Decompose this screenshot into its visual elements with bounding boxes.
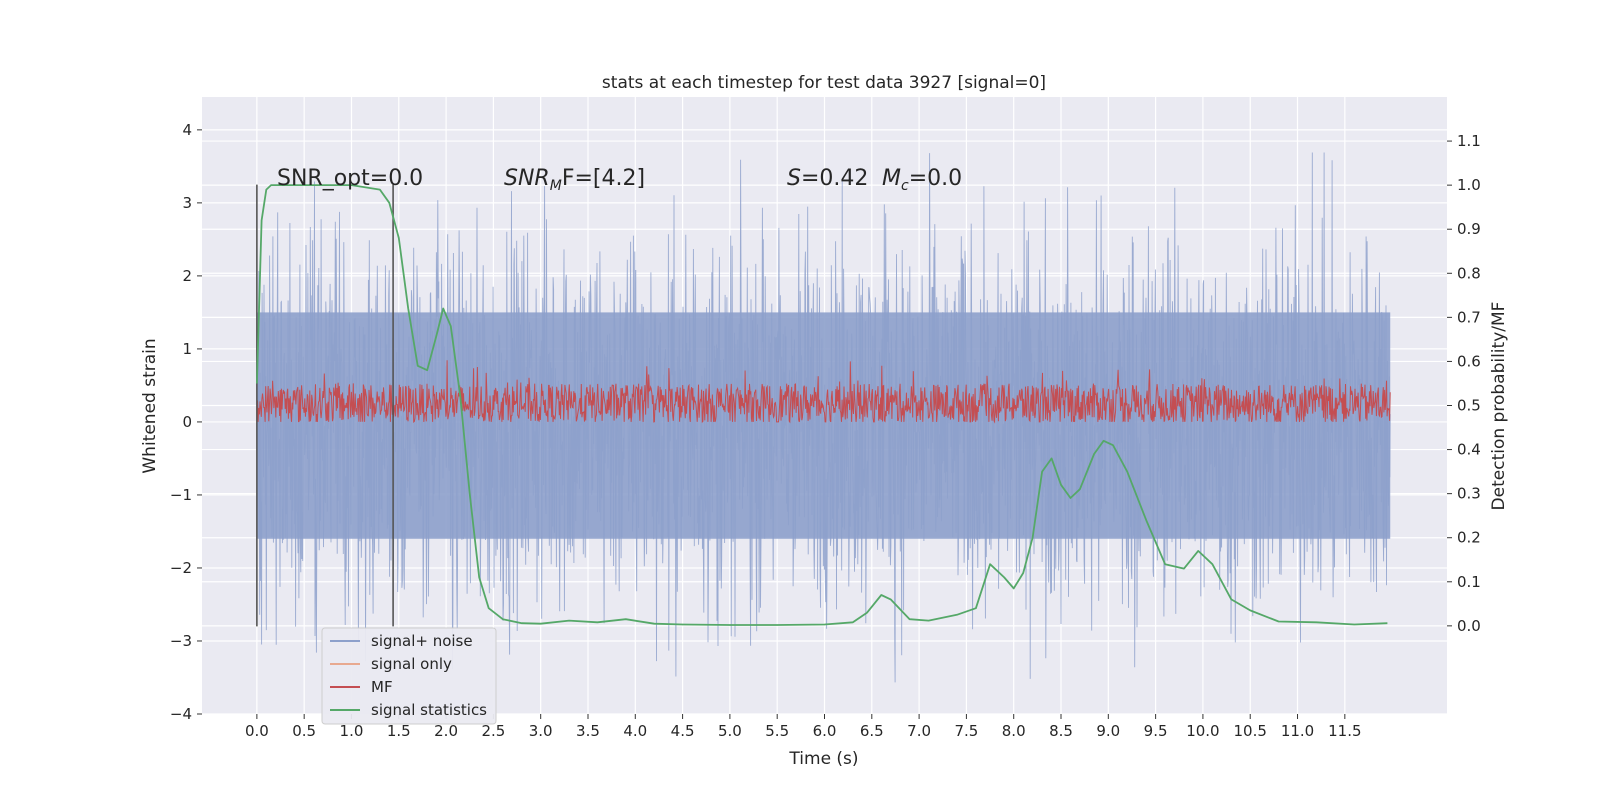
y-right-tick-label: 0.8 bbox=[1457, 264, 1481, 282]
annotation-snr-mf-rest: F=[4.2] bbox=[562, 166, 645, 191]
series-signal-plus-noise bbox=[256, 152, 1391, 683]
annotation-snr-opt: SNR_opt=0.0 bbox=[277, 166, 423, 191]
x-tick-label: 7.0 bbox=[907, 722, 931, 740]
vertical-markers bbox=[256, 184, 394, 627]
x-tick-label: 8.0 bbox=[1002, 722, 1026, 740]
legend-label-signal-plus-noise: signal+ noise bbox=[371, 632, 473, 650]
series-mf bbox=[256, 360, 1391, 424]
y-right-tick-label: 0.1 bbox=[1457, 573, 1481, 591]
x-tick-label: 11.0 bbox=[1281, 722, 1314, 740]
x-tick-label: 7.5 bbox=[954, 722, 978, 740]
y-left-tick-label: −1 bbox=[170, 486, 192, 504]
x-tick-label: 3.0 bbox=[529, 722, 553, 740]
x-tick-label: 1.0 bbox=[340, 722, 364, 740]
y-right-tick-label: 0.4 bbox=[1457, 441, 1481, 459]
y-left-tick-label: −4 bbox=[170, 705, 192, 723]
y-axis-right-label: Detection probability/MF bbox=[1489, 302, 1509, 511]
noise-core-band bbox=[256, 312, 1391, 539]
y-left-tick-label: 4 bbox=[182, 121, 192, 139]
y-right-tick-label: 0.0 bbox=[1457, 617, 1481, 635]
x-tick-label: 6.5 bbox=[860, 722, 884, 740]
y-right-tick-label: 1.0 bbox=[1457, 176, 1481, 194]
x-tick-label: 3.5 bbox=[576, 722, 600, 740]
legend-label-mf: MF bbox=[371, 678, 393, 696]
axes: 0.0 0.5 1.0 1.5 2.0 2.5 3.0 3.5 4.0 4.5 5.0 5.5 6.0 6… bbox=[170, 121, 1481, 740]
x-tick-label: 5.5 bbox=[765, 722, 789, 740]
chart-title: stats at each timestep for test data 392… bbox=[602, 73, 1046, 93]
x-tick-label: 1.5 bbox=[387, 722, 411, 740]
annotation-mc-main: M bbox=[882, 166, 901, 191]
x-tick-label: 11.5 bbox=[1328, 722, 1361, 740]
y-right-tick-label: 0.6 bbox=[1457, 352, 1481, 370]
x-tick-label: 10.0 bbox=[1186, 722, 1219, 740]
annotation-s-italic: S bbox=[787, 166, 801, 191]
mf-trace bbox=[256, 360, 1391, 424]
x-tick-label: 5.0 bbox=[718, 722, 742, 740]
annotation-snr-mf-sub: M bbox=[550, 178, 562, 194]
y-left-tick-label: 2 bbox=[182, 267, 192, 285]
y-left-tick-label: 1 bbox=[182, 340, 192, 358]
annotation-mc-sub: c bbox=[901, 178, 909, 194]
series-signal-statistics bbox=[256, 184, 1388, 626]
x-tick-label: 4.5 bbox=[671, 722, 695, 740]
signal-statistics-line bbox=[256, 184, 1388, 626]
x-tick-label: 0.0 bbox=[245, 722, 269, 740]
x-tick-label: 9.0 bbox=[1096, 722, 1120, 740]
x-axis-label: Time (s) bbox=[788, 749, 858, 769]
x-tick-label: 0.5 bbox=[292, 722, 316, 740]
x-tick-label: 10.5 bbox=[1234, 722, 1267, 740]
y-right-tick-label: 0.5 bbox=[1457, 397, 1481, 415]
annotation-mc: Mc=0.0 bbox=[882, 166, 962, 194]
x-tick-label: 2.0 bbox=[434, 722, 458, 740]
y-left-tick-label: 0 bbox=[182, 413, 192, 431]
annotation-s-rest: =0.42 bbox=[801, 166, 868, 191]
legend-label-signal-only: signal only bbox=[371, 655, 452, 673]
y-right-tick-label: 0.7 bbox=[1457, 308, 1481, 326]
annotation-mc-rest: =0.0 bbox=[909, 166, 962, 191]
y-right-tick-label: 0.2 bbox=[1457, 529, 1481, 547]
annotation-s: S=0.42 bbox=[787, 166, 868, 191]
x-tick-label: 8.5 bbox=[1049, 722, 1073, 740]
legend: signal+ noise signal only MF signal stat… bbox=[321, 627, 497, 725]
x-tick-label: 9.5 bbox=[1144, 722, 1168, 740]
y-right-tick-label: 1.1 bbox=[1457, 132, 1481, 150]
y-left-tick-label: 3 bbox=[182, 194, 192, 212]
annotation-snr-mf: SNRMF=[4.2] bbox=[504, 166, 645, 194]
x-tick-label: 6.0 bbox=[813, 722, 837, 740]
y-left-tick-label: −3 bbox=[170, 632, 192, 650]
y-right-tick-label: 0.3 bbox=[1457, 485, 1481, 503]
y-right-tick-label: 0.9 bbox=[1457, 220, 1481, 238]
y-axis-left-label: Whitened strain bbox=[140, 338, 160, 473]
x-tick-label: 4.0 bbox=[623, 722, 647, 740]
x-tick-label: 2.5 bbox=[481, 722, 505, 740]
annotation-snr-mf-main: SNR bbox=[504, 166, 550, 191]
legend-box bbox=[321, 627, 497, 725]
y-left-tick-label: −2 bbox=[170, 559, 192, 577]
legend-label-signal-statistics: signal statistics bbox=[371, 701, 487, 719]
